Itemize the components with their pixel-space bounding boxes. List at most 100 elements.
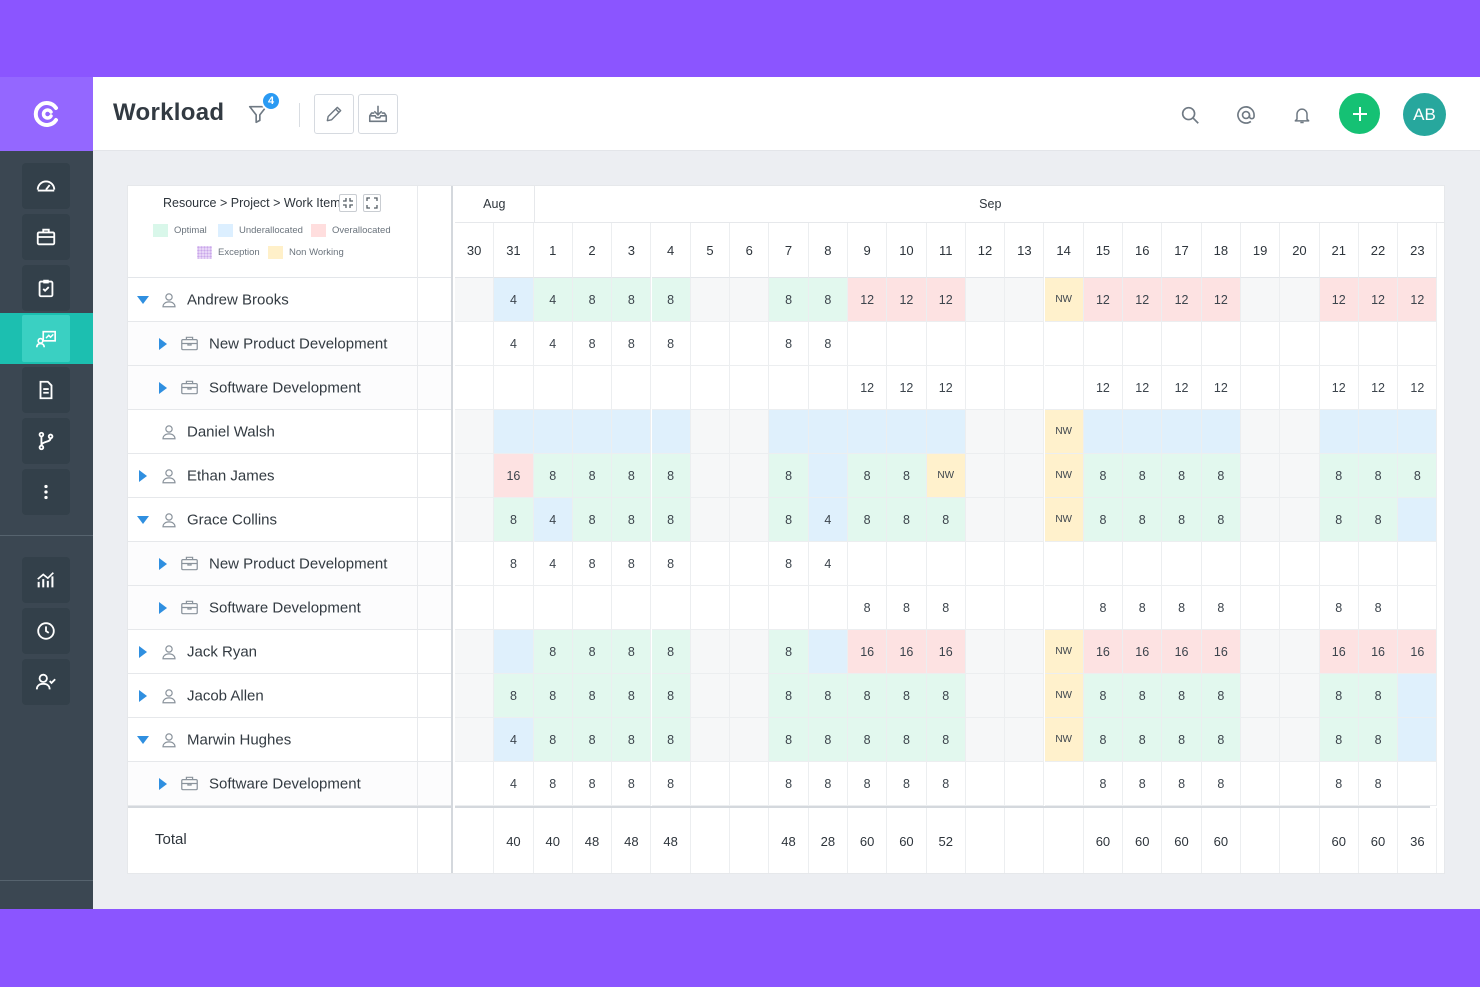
export-button[interactable]: [358, 94, 398, 134]
allocation-cell[interactable]: [690, 674, 731, 718]
allocation-cell[interactable]: [848, 322, 888, 366]
allocation-cell[interactable]: 12: [1319, 366, 1359, 410]
caret-right-icon[interactable]: [137, 689, 149, 702]
allocation-cell[interactable]: [1280, 278, 1320, 322]
allocation-cell[interactable]: 8: [1398, 454, 1438, 498]
allocation-cell[interactable]: 4: [808, 498, 848, 542]
allocation-cell[interactable]: [965, 630, 1006, 674]
allocation-cell[interactable]: [1162, 410, 1202, 454]
caret-right-icon[interactable]: [157, 777, 169, 790]
allocation-cell[interactable]: [887, 410, 927, 454]
allocation-cell[interactable]: 8: [533, 718, 573, 762]
allocation-cell[interactable]: [887, 322, 927, 366]
allocation-cell[interactable]: [1398, 674, 1438, 718]
allocation-cell[interactable]: [612, 410, 652, 454]
allocation-cell[interactable]: [651, 366, 691, 410]
allocation-cell[interactable]: [1241, 586, 1281, 630]
allocation-cell[interactable]: [1201, 542, 1241, 586]
allocation-cell[interactable]: [926, 322, 966, 366]
allocation-cell[interactable]: [808, 586, 848, 630]
allocation-cell[interactable]: [1005, 762, 1045, 806]
app-logo[interactable]: [0, 77, 93, 151]
resource-row[interactable]: Marwin Hughes: [128, 718, 451, 762]
allocation-cell[interactable]: 8: [1201, 674, 1241, 718]
allocation-cell[interactable]: 8: [1319, 762, 1359, 806]
allocation-cell[interactable]: NW: [1044, 278, 1084, 322]
project-row[interactable]: New Product Development: [128, 542, 451, 586]
allocation-cell[interactable]: [1280, 630, 1320, 674]
allocation-cell[interactable]: NW: [1044, 410, 1084, 454]
allocation-cell[interactable]: [494, 586, 534, 630]
allocation-cell[interactable]: [1241, 278, 1281, 322]
allocation-cell[interactable]: 8: [612, 762, 652, 806]
allocation-cell[interactable]: [690, 498, 731, 542]
allocation-cell[interactable]: 8: [1123, 718, 1163, 762]
allocation-cell[interactable]: [651, 410, 691, 454]
allocation-cell[interactable]: 8: [848, 674, 888, 718]
allocation-cell[interactable]: [1398, 586, 1438, 630]
allocation-cell[interactable]: 16: [1201, 630, 1241, 674]
allocation-cell[interactable]: 8: [769, 674, 809, 718]
allocation-cell[interactable]: 8: [1123, 454, 1163, 498]
allocation-cell[interactable]: [1005, 586, 1045, 630]
allocation-cell[interactable]: [455, 366, 495, 410]
allocation-cell[interactable]: [848, 542, 888, 586]
allocation-cell[interactable]: NW: [1044, 498, 1084, 542]
allocation-cell[interactable]: 16: [1162, 630, 1202, 674]
allocation-cell[interactable]: [1241, 630, 1281, 674]
allocation-cell[interactable]: [690, 630, 731, 674]
allocation-cell[interactable]: [1005, 410, 1045, 454]
add-button[interactable]: [1339, 93, 1380, 134]
allocation-cell[interactable]: [769, 366, 809, 410]
allocation-cell[interactable]: 8: [1083, 718, 1124, 762]
allocation-cell[interactable]: [848, 410, 888, 454]
allocation-cell[interactable]: 8: [1083, 498, 1124, 542]
allocation-cell[interactable]: 8: [494, 542, 534, 586]
sidebar-item-projects[interactable]: [22, 214, 70, 260]
allocation-cell[interactable]: [730, 278, 770, 322]
allocation-cell[interactable]: 8: [572, 762, 613, 806]
allocation-cell[interactable]: [1241, 674, 1281, 718]
allocation-cell[interactable]: 8: [494, 674, 534, 718]
allocation-cell[interactable]: 12: [848, 278, 888, 322]
allocation-cell[interactable]: [1280, 454, 1320, 498]
allocation-cell[interactable]: [926, 542, 966, 586]
allocation-cell[interactable]: [965, 542, 1006, 586]
allocation-cell[interactable]: 8: [1123, 498, 1163, 542]
allocation-cell[interactable]: 12: [887, 278, 927, 322]
allocation-cell[interactable]: 8: [651, 718, 691, 762]
allocation-cell[interactable]: [808, 454, 848, 498]
allocation-cell[interactable]: [965, 322, 1006, 366]
resource-row[interactable]: Daniel Walsh: [128, 410, 451, 454]
allocation-cell[interactable]: 8: [887, 718, 927, 762]
allocation-cell[interactable]: 8: [848, 498, 888, 542]
allocation-cell[interactable]: [690, 762, 731, 806]
allocation-cell[interactable]: [690, 454, 731, 498]
allocation-cell[interactable]: 8: [1162, 762, 1202, 806]
sidebar-item-dashboard[interactable]: [22, 163, 70, 209]
allocation-cell[interactable]: [730, 542, 770, 586]
allocation-cell[interactable]: 8: [769, 322, 809, 366]
allocation-cell[interactable]: 8: [1123, 586, 1163, 630]
allocation-cell[interactable]: [690, 366, 731, 410]
allocation-cell[interactable]: 8: [612, 322, 652, 366]
allocation-cell[interactable]: [1358, 542, 1399, 586]
allocation-cell[interactable]: [455, 410, 495, 454]
fullscreen-button[interactable]: [363, 194, 381, 212]
allocation-cell[interactable]: [1319, 322, 1359, 366]
allocation-cell[interactable]: 8: [651, 278, 691, 322]
allocation-cell[interactable]: [1201, 410, 1241, 454]
allocation-cell[interactable]: [1319, 410, 1359, 454]
allocation-cell[interactable]: 8: [572, 674, 613, 718]
allocation-cell[interactable]: [1398, 322, 1438, 366]
caret-right-icon[interactable]: [157, 601, 169, 614]
allocation-cell[interactable]: [1280, 410, 1320, 454]
allocation-cell[interactable]: 8: [808, 278, 848, 322]
allocation-cell[interactable]: [1280, 674, 1320, 718]
allocation-cell[interactable]: [455, 718, 495, 762]
allocation-cell[interactable]: 8: [651, 322, 691, 366]
allocation-cell[interactable]: 8: [1358, 586, 1399, 630]
allocation-cell[interactable]: 12: [1123, 278, 1163, 322]
allocation-cell[interactable]: [1005, 366, 1045, 410]
allocation-cell[interactable]: 12: [926, 278, 966, 322]
